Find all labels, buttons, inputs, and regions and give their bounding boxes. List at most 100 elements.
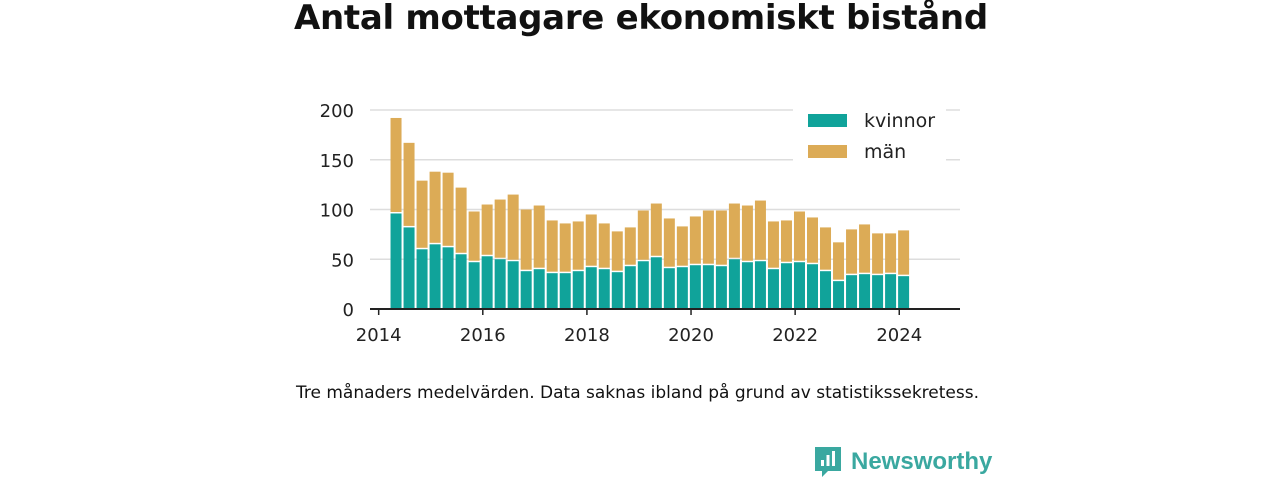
bar-man [885,233,897,273]
bar-kvinnor [689,265,701,309]
bar-kvinnor [846,275,858,309]
bar-man [455,187,467,253]
bar-kvinnor [468,262,480,309]
bar-kvinnor [572,271,584,309]
bar-kvinnor [767,269,779,309]
bar-man [416,180,428,248]
bar-kvinnor [663,268,675,309]
bar-man [546,220,558,272]
bar-man [767,221,779,268]
bar-man [715,210,727,265]
bar-man [846,229,858,274]
bar-kvinnor [859,274,871,309]
bar-kvinnor [611,272,623,309]
brand-logo[interactable]: Newsworthy [813,445,992,479]
bar-kvinnor [780,263,792,309]
y-tick-label: 0 [343,300,354,321]
axes: 0 50 100 150 200 2014 2016 2018 2020 2022 2024 [320,101,960,346]
bar-kvinnor [442,247,454,309]
bar-man [754,200,766,260]
bar-man [611,231,623,271]
bar-man [572,221,584,270]
bar-man [624,227,636,265]
bar-kvinnor [624,266,636,309]
bar-man [663,218,675,267]
bar-kvinnor [650,257,662,309]
stacked-bar-chart: 0 50 100 150 200 2014 2016 2018 2020 2022 2024 kvi… [320,100,960,346]
bar-kvinnor [598,269,610,309]
bar-man [585,214,597,266]
bar-man [780,220,792,262]
bar-kvinnor [546,273,558,309]
x-tick-label: 2018 [564,325,610,346]
bar-kvinnor [898,276,910,309]
bar-kvinnor [481,256,493,309]
bar-man [689,216,701,264]
bar-man [507,194,519,260]
x-tick-label: 2016 [460,325,506,346]
legend-swatch [808,114,847,127]
bar-kvinnor [637,261,649,309]
legend: kvinnor män [793,100,946,166]
bar-man [807,217,818,263]
bar-man [403,142,415,226]
bar-man [637,210,649,260]
bar-kvinnor [494,259,506,309]
brand-name: Newsworthy [851,448,993,475]
bar-man [442,172,454,246]
bar-kvinnor [728,259,740,309]
bar-man [481,204,493,255]
bar-kvinnor [715,266,727,309]
bar-man [793,211,805,261]
bar-man [872,233,884,274]
bar-kvinnor [741,262,753,309]
bar-man [494,199,506,258]
bar-kvinnor [585,267,597,309]
newsworthy-logo-icon [815,447,841,477]
bar-man [833,242,845,280]
bar-man [741,205,753,261]
y-tick-label: 200 [320,101,354,122]
chart-caption: Tre månaders medelvärden. Data saknas ib… [296,383,979,403]
bar-kvinnor [793,262,805,309]
bar-man [898,230,910,275]
bar-kvinnor [520,271,532,309]
bar-man [820,227,832,270]
bar-man [859,224,871,273]
bar-kvinnor [820,271,832,309]
y-tick-label: 100 [320,201,354,222]
bar-man [468,211,480,261]
bar-kvinnor [455,254,467,309]
bar-man [520,209,532,270]
bar-kvinnor [702,265,714,309]
bar-kvinnor [833,281,845,309]
bar-man [728,203,740,258]
chart-title: Antal mottagare ekonomiskt bistånd [294,0,988,38]
legend-label: kvinnor [864,110,935,132]
bar-man [598,223,610,268]
bar-man [533,205,545,268]
bar-man [702,210,714,264]
bar-man [676,226,688,266]
y-tick-label: 50 [331,250,354,271]
x-tick-label: 2014 [356,325,402,346]
bars [390,117,910,309]
x-tick-label: 2020 [668,325,714,346]
x-tick-label: 2024 [876,325,922,346]
legend-swatch [808,145,847,158]
x-tick-label: 2022 [772,325,818,346]
bar-man [429,171,441,243]
bar-man [390,117,402,212]
bar-kvinnor [533,269,545,309]
bar-kvinnor [872,275,884,309]
bar-kvinnor [754,261,766,309]
bar-kvinnor [507,261,519,309]
bar-man [650,203,662,256]
bar-kvinnor [676,267,688,309]
y-tick-label: 150 [320,151,354,172]
bar-man [559,223,571,272]
bar-kvinnor [390,213,402,309]
bar-kvinnor [416,249,428,309]
bar-kvinnor [559,273,571,309]
bar-kvinnor [885,274,897,309]
